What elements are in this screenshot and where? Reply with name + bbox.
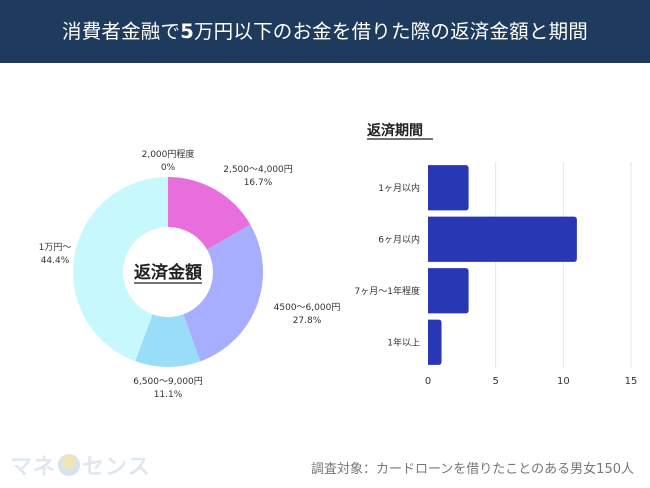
slice-label: 6,500〜9,000円 [133,376,203,387]
x-tick-label: 10 [557,376,570,387]
donut-slice [183,224,263,362]
title-text-1: 消費者金融で [62,20,181,43]
category-label: 7ヶ月〜1年程度 [355,285,420,297]
slice-value: 16.7% [244,178,273,188]
category-label: 1ヶ月以内 [378,182,420,194]
logo: マネ センス [10,450,151,480]
slice-label: 2,500〜4,000円 [223,164,293,175]
title-text-2: 万円以下のお金を借りた際の返済金額と期間 [193,20,588,43]
slice-value: 44.4% [41,256,70,266]
x-tick-label: 15 [625,376,638,387]
page-title: 消費者金融で5万円以下のお金を借りた際の返済金額と期間 [0,0,650,63]
donut-slice [72,177,168,362]
slice-value: 0% [161,163,176,173]
bar [428,319,442,365]
bar-chart: 0 5 10 15 1ヶ月以内 6ヶ月以内 7ヶ月〜1年程度 1年以上 [355,162,638,387]
bar [428,165,469,211]
logo-mark-icon [58,454,81,476]
logo-text-1: マネ [10,455,57,480]
x-tick-label: 5 [492,376,498,387]
title-text-bold: 5 [180,20,194,43]
slice-value: 11.1% [154,390,183,400]
donut-slice [135,314,201,367]
slice-label: 4500〜6,000円 [274,302,341,313]
x-tick-label: 0 [425,376,431,387]
survey-note: 調査対象：カードローンを借りたことのある男女150人 [310,462,634,477]
donut-chart [72,177,263,367]
slice-label: 1万円〜 [39,242,72,253]
category-label: 1年以上 [387,336,420,348]
slice-label: 2,000円程度 [142,148,195,160]
donut-center-title: 返済金額 [134,262,202,283]
bar-chart-title: 返済期間 [367,122,423,139]
slice-value: 27.8% [293,316,322,326]
bar [428,216,577,262]
donut-slice [168,177,251,250]
bar [428,268,469,314]
logo-text-2: センス [82,455,151,480]
header-banner: 消費者金融で5万円以下のお金を借りた際の返済金額と期間 [0,0,650,63]
category-label: 6ヶ月以内 [378,233,420,245]
